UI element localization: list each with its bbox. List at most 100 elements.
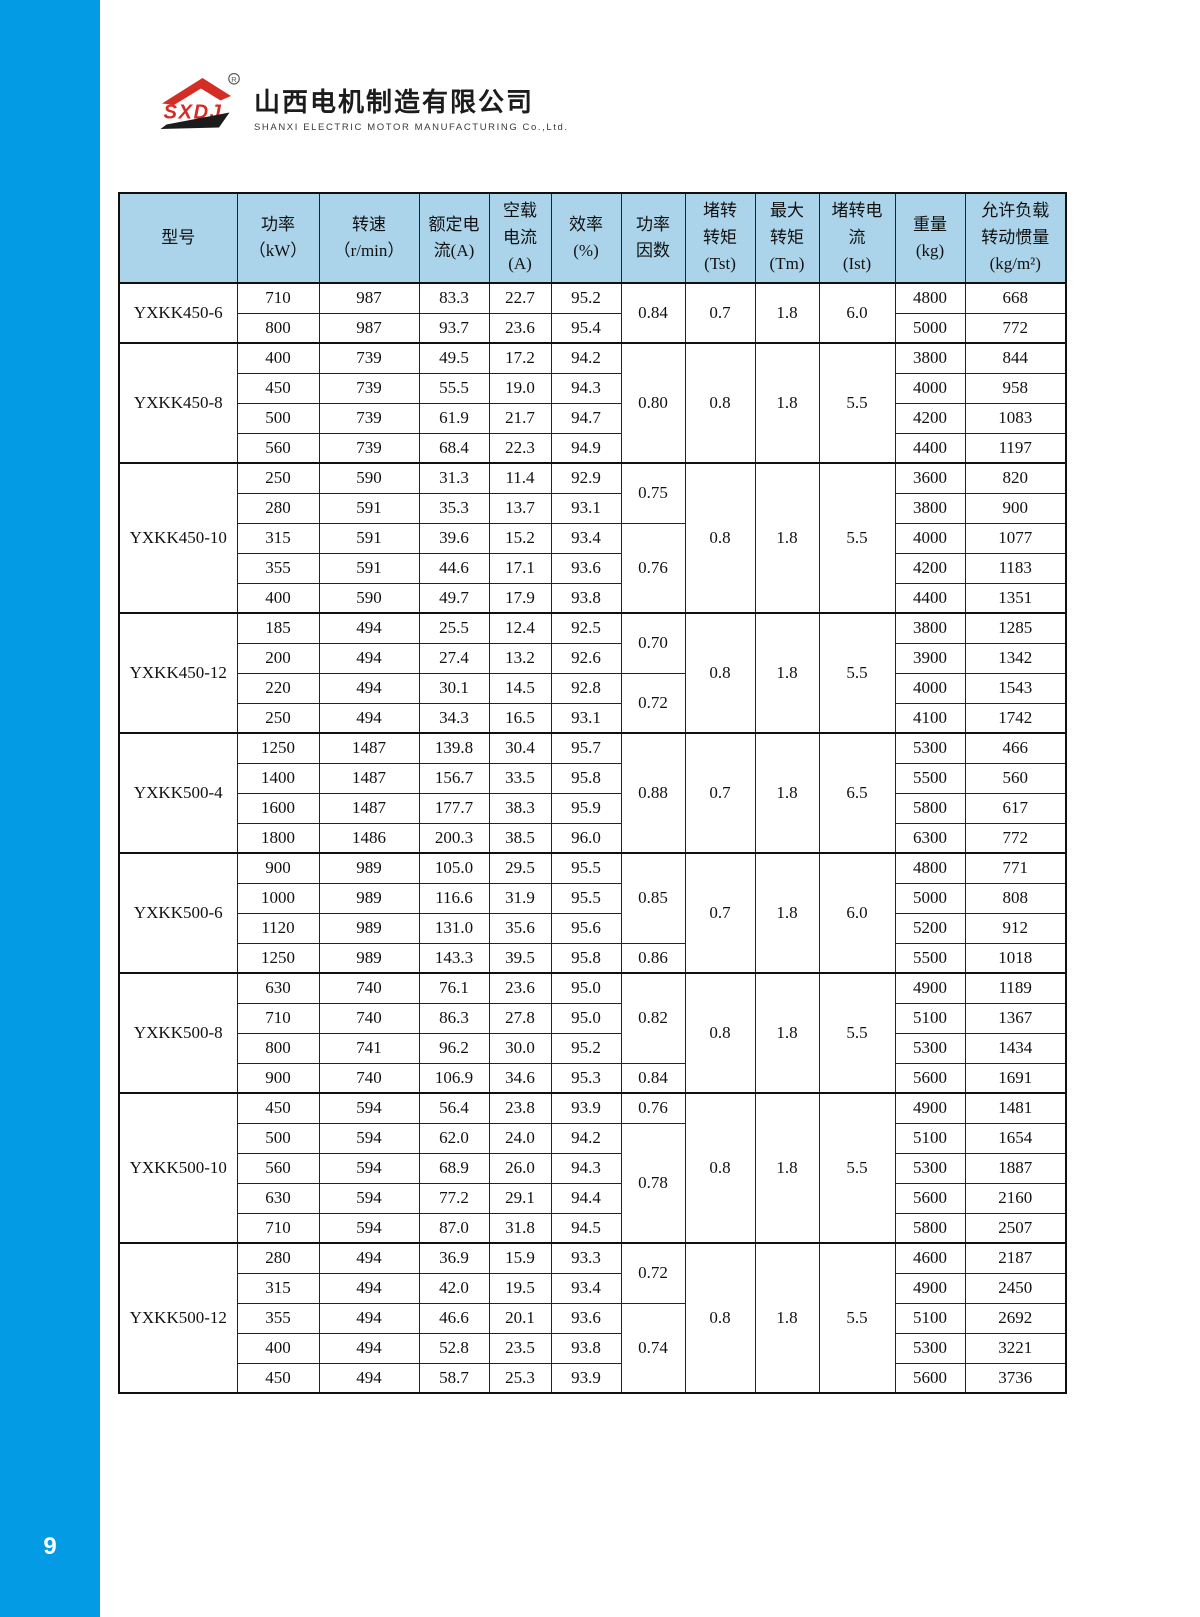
rated-current-cell: 49.7 bbox=[418, 582, 490, 614]
load-inertia-cell: 844 bbox=[964, 342, 1067, 374]
locked-rotor-torque-cell: 0.8 bbox=[684, 1092, 756, 1244]
table-row: 200 494 27.4 13.2 92.6 3900 1342 bbox=[119, 642, 1067, 674]
power-cell: 1250 bbox=[236, 942, 320, 974]
noload-current-cell: 29.1 bbox=[488, 1182, 552, 1214]
locked-rotor-torque-cell: 0.8 bbox=[684, 1242, 756, 1394]
weight-cell: 3800 bbox=[894, 342, 966, 374]
noload-current-cell: 30.4 bbox=[488, 732, 552, 764]
load-inertia-cell: 617 bbox=[964, 792, 1067, 824]
table-row: YXKK450-6 710 987 83.3 22.7 95.2 0.84 0.7 1.8 6.0… bbox=[118, 282, 1067, 344]
locked-rotor-current-cell: 5.5 bbox=[818, 462, 896, 614]
weight-cell: 5000 bbox=[894, 882, 966, 914]
weight-cell: 6300 bbox=[894, 822, 966, 854]
efficiency-cell: 94.3 bbox=[550, 372, 622, 404]
rated-current-cell: 139.8 bbox=[418, 732, 490, 764]
weight-cell: 3900 bbox=[894, 642, 966, 674]
rated-current-cell: 83.3 bbox=[418, 282, 490, 314]
motor-spec-table: 型号 功率 （kW） 转速 （r/min） 额定电 流(A) 空载 电流 (A) 效率 (… bbox=[118, 192, 1067, 1394]
locked-rotor-current-cell: 6.5 bbox=[818, 732, 896, 854]
locked-rotor-torque-cell: 0.8 bbox=[684, 972, 756, 1094]
efficiency-cell: 95.8 bbox=[550, 762, 622, 794]
power-factor-cell: 0.82 bbox=[620, 972, 686, 1064]
power-cell: 1600 bbox=[236, 792, 320, 824]
noload-current-cell: 39.5 bbox=[488, 942, 552, 974]
company-logo-icon: SXDJ R bbox=[160, 72, 240, 129]
noload-current-cell: 19.5 bbox=[488, 1272, 552, 1304]
speed-cell: 989 bbox=[318, 882, 420, 914]
speed-cell: 1487 bbox=[318, 762, 420, 794]
noload-current-cell: 26.0 bbox=[488, 1152, 552, 1184]
power-cell: 355 bbox=[236, 552, 320, 584]
model-cell: YXKK450-12 bbox=[118, 612, 238, 734]
power-factor-cell: 0.74 bbox=[620, 1302, 686, 1394]
speed-cell: 989 bbox=[318, 852, 420, 884]
power-cell: 1000 bbox=[236, 882, 320, 914]
efficiency-cell: 94.5 bbox=[550, 1212, 622, 1244]
noload-current-cell: 23.6 bbox=[488, 972, 552, 1004]
table-row: 355 494 46.6 20.1 93.6 0.74 5100 2692 bbox=[119, 1302, 1067, 1394]
power-factor-cell: 0.84 bbox=[620, 282, 686, 344]
col-header-power: 功率 （kW） bbox=[236, 192, 320, 284]
table-row: 560 739 68.4 22.3 94.9 4400 1197 bbox=[119, 432, 1067, 464]
speed-cell: 989 bbox=[318, 942, 420, 974]
weight-cell: 5300 bbox=[894, 1332, 966, 1364]
power-factor-cell: 0.88 bbox=[620, 732, 686, 854]
sidebar-strip: 9 bbox=[0, 0, 100, 1617]
max-torque-cell: 1.8 bbox=[754, 342, 820, 464]
weight-cell: 4200 bbox=[894, 402, 966, 434]
noload-current-cell: 29.5 bbox=[488, 852, 552, 884]
model-cell: YXKK450-6 bbox=[118, 282, 238, 344]
speed-cell: 740 bbox=[318, 1002, 420, 1034]
speed-cell: 1487 bbox=[318, 792, 420, 824]
power-cell: 630 bbox=[236, 972, 320, 1004]
weight-cell: 5300 bbox=[894, 1032, 966, 1064]
model-cell: YXKK450-10 bbox=[118, 462, 238, 614]
rated-current-cell: 42.0 bbox=[418, 1272, 490, 1304]
noload-current-cell: 20.1 bbox=[488, 1302, 552, 1334]
noload-current-cell: 23.8 bbox=[488, 1092, 552, 1124]
weight-cell: 5100 bbox=[894, 1002, 966, 1034]
load-inertia-cell: 958 bbox=[964, 372, 1067, 404]
noload-current-cell: 38.3 bbox=[488, 792, 552, 824]
power-cell: 400 bbox=[236, 582, 320, 614]
noload-current-cell: 27.8 bbox=[488, 1002, 552, 1034]
speed-cell: 494 bbox=[318, 612, 420, 644]
rated-current-cell: 77.2 bbox=[418, 1182, 490, 1214]
table-row: 710 594 87.0 31.8 94.5 5800 2507 bbox=[119, 1212, 1067, 1244]
weight-cell: 5800 bbox=[894, 1212, 966, 1244]
table-row: 1120 989 131.0 35.6 95.6 5200 912 bbox=[119, 912, 1067, 944]
efficiency-cell: 94.2 bbox=[550, 1122, 622, 1154]
rated-current-cell: 93.7 bbox=[418, 312, 490, 344]
power-cell: 315 bbox=[236, 1272, 320, 1304]
power-cell: 200 bbox=[236, 642, 320, 674]
noload-current-cell: 13.2 bbox=[488, 642, 552, 674]
locked-rotor-torque-cell: 0.7 bbox=[684, 282, 756, 344]
rated-current-cell: 44.6 bbox=[418, 552, 490, 584]
max-torque-cell: 1.8 bbox=[754, 282, 820, 344]
table-row: 1000 989 116.6 31.9 95.5 5000 808 bbox=[119, 882, 1067, 914]
noload-current-cell: 15.9 bbox=[488, 1242, 552, 1274]
noload-current-cell: 15.2 bbox=[488, 522, 552, 554]
weight-cell: 3800 bbox=[894, 492, 966, 524]
power-factor-cell: 0.72 bbox=[620, 1242, 686, 1304]
weight-cell: 5500 bbox=[894, 762, 966, 794]
noload-current-cell: 16.5 bbox=[488, 702, 552, 734]
speed-cell: 594 bbox=[318, 1212, 420, 1244]
weight-cell: 4400 bbox=[894, 432, 966, 464]
rated-current-cell: 177.7 bbox=[418, 792, 490, 824]
power-cell: 800 bbox=[236, 1032, 320, 1064]
col-header-efficiency: 效率 (%) bbox=[550, 192, 622, 284]
weight-cell: 4000 bbox=[894, 672, 966, 704]
power-factor-cell: 0.80 bbox=[620, 342, 686, 464]
noload-current-cell: 38.5 bbox=[488, 822, 552, 854]
table-row: 450 739 55.5 19.0 94.3 4000 958 bbox=[119, 372, 1067, 404]
power-cell: 500 bbox=[236, 1122, 320, 1154]
weight-cell: 4400 bbox=[894, 582, 966, 614]
rated-current-cell: 27.4 bbox=[418, 642, 490, 674]
table-row: 500 739 61.9 21.7 94.7 4200 1083 bbox=[119, 402, 1067, 434]
table-row: YXKK500-4 1250 1487 139.8 30.4 95.7 0.88 0.7 1.8… bbox=[118, 732, 1067, 854]
weight-cell: 5600 bbox=[894, 1362, 966, 1394]
weight-cell: 5600 bbox=[894, 1062, 966, 1094]
locked-rotor-torque-cell: 0.7 bbox=[684, 732, 756, 854]
load-inertia-cell: 1367 bbox=[964, 1002, 1067, 1034]
